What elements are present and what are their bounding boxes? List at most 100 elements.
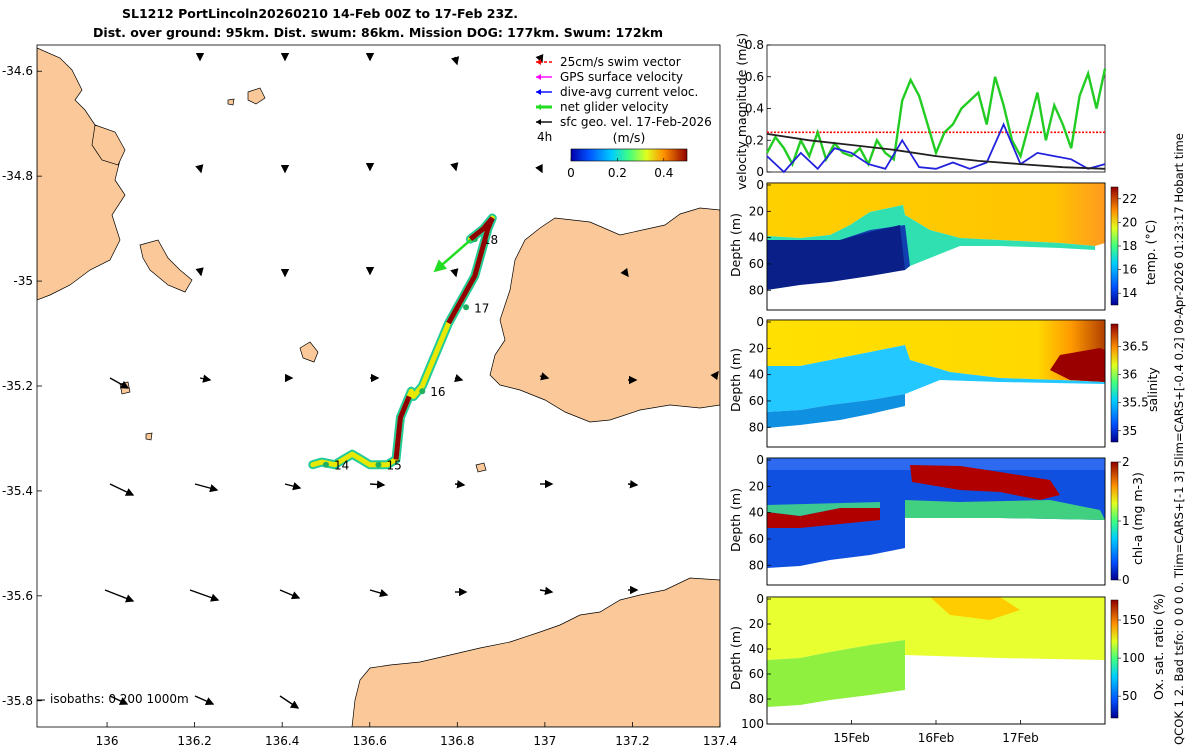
island-c [299, 341, 319, 363]
chl-ticks: 0 20 40 60 80 0 1 2 [749, 453, 1130, 587]
temperature-ticks: 0 20 40 60 80 14 16 18 20 22 [749, 178, 1138, 300]
velocity-series-line [765, 68, 1107, 168]
island-b [247, 87, 266, 105]
chl-frame [766, 457, 1106, 586]
legend-arrowhead [536, 89, 541, 95]
depth-tick-label: 60 [749, 394, 764, 408]
salinity-ylabel: Depth (m) [728, 348, 743, 412]
isobath-label: isobaths: 0 200 1000m [50, 692, 189, 706]
legend-label: 25cm/s swim vector [560, 55, 681, 69]
velocity-ylabel: velocity magnitude (m/s) [734, 33, 749, 190]
salinity-colorbar [1110, 323, 1119, 443]
velocity-y-tick-label: 0.8 [745, 38, 764, 52]
oxygen-x-ticks: 15Feb 16Feb 17Feb [833, 720, 1039, 745]
chl-green-layer [905, 500, 1105, 520]
day-marker-dot [322, 461, 329, 468]
depth-tick-label: 0 [756, 453, 764, 467]
salinity-ticks: 0 20 40 60 80 35 35.5 36 36.5 [749, 315, 1149, 438]
chl-max-left [767, 508, 880, 528]
map-x-ticks: 136 136.2 136.4 136.6 136.8 137 137.2 137.4 [96, 722, 737, 748]
chl-max-right [910, 465, 1060, 500]
velocity-y-tick-label: 0.6 [745, 70, 764, 84]
depth-tick-label: 40 [749, 642, 764, 656]
cbar-tick-label: 100 [1122, 651, 1145, 665]
chl-panel: 0 20 40 60 80 0 1 2 Depth (m) chl-a (mg m-3) [728, 453, 1145, 587]
map-y-tick-label: -34.6 [2, 64, 33, 78]
oxygen-max [930, 597, 1020, 620]
temperature-deep [767, 225, 905, 290]
map-y-tick-label: -35.8 [2, 694, 33, 708]
depth-tick-label: 20 [749, 479, 764, 493]
oxygen-panel: 0 20 40 60 80 100 50 100 150 15Feb 16Feb 17Feb Dep… [728, 592, 1166, 745]
map-x-tick-label: 137.2 [615, 734, 649, 748]
oxygen-colorbar [1110, 599, 1119, 719]
velocity-y-tick-label: 0.2 [745, 133, 764, 147]
kangaroo-island-land [351, 577, 720, 727]
velocity-y-tick-label: 0.4 [745, 102, 764, 116]
oxygen-cbar-label: Ox. sat. ratio (%) [1151, 593, 1166, 700]
legend-arrowhead [536, 104, 541, 110]
depth-tick-label: 80 [749, 558, 764, 572]
salinity-panel: 0 20 40 60 80 35 35.5 36 36.5 Depth (m) salinity [728, 315, 1160, 448]
cbar-tick-label: 36 [1122, 368, 1137, 382]
title-line-1: SL1212 PortLincoln20260210 14-Feb 00Z to… [122, 6, 518, 21]
map-x-tick-label: 136.4 [265, 734, 299, 748]
depth-tick-label: 80 [749, 692, 764, 706]
map-x-tick-label: 137.4 [703, 734, 737, 748]
cbar-tick-label: 20 [1122, 215, 1137, 229]
depth-tick-label: 80 [749, 420, 764, 434]
title-line-2: Dist. over ground: 95km. Dist. swum: 86k… [93, 25, 663, 40]
time-tick-label: 17Feb [1002, 731, 1039, 745]
velocity-series-line [766, 122, 1106, 174]
temperature-colorbar [1110, 186, 1119, 306]
day-marker-label: 14 [334, 459, 349, 473]
cbar-tick-label: 2 [1122, 455, 1130, 469]
cbar-tick-label: 35 [1122, 424, 1137, 438]
salinity-upper [767, 320, 1105, 382]
oxygen-upper [767, 597, 1105, 660]
velocity-panel: 0 0.2 0.4 0.6 0.8 velocity magnitude (m/s) [734, 33, 1107, 190]
map-x-tick-label: 136.2 [177, 734, 211, 748]
salinity-deep [767, 394, 905, 428]
time-tick-label: 16Feb [918, 731, 955, 745]
colorbar-unit: (m/s) [613, 130, 646, 145]
temperature-ylabel: Depth (m) [728, 213, 743, 277]
depth-tick-label: 60 [749, 667, 764, 681]
island-f [227, 98, 235, 106]
colorbar-tick-label: 0.2 [608, 166, 627, 180]
eyre-peninsula-land [37, 47, 126, 301]
velocity-series [765, 68, 1107, 174]
cbar-tick-label: 18 [1122, 239, 1137, 253]
day-marker-dot [375, 461, 382, 468]
oxygen-ylabel: Depth (m) [728, 626, 743, 690]
temperature-upper [767, 183, 1105, 246]
colorbar-tick-label: 0 [567, 166, 575, 180]
legend-label: sfc geo. vel. 17-Feb-2026 [560, 115, 712, 129]
day-marker-label: 15 [387, 459, 402, 473]
island-g [145, 432, 153, 441]
day-marker-dot [419, 388, 426, 395]
map-y-tick-label: -34.8 [2, 169, 33, 183]
cbar-tick-label: 16 [1122, 263, 1137, 277]
depth-tick-label: 20 [749, 617, 764, 631]
legend-arrowhead [536, 119, 541, 125]
depth-tick-label: 100 [741, 717, 764, 731]
day-marker-dot [463, 304, 470, 311]
legend-label: net glider velocity [560, 100, 668, 114]
interval-label: 4h [537, 130, 552, 144]
map-y-tick-label: -35 [13, 274, 33, 288]
cbar-tick-label: 22 [1122, 192, 1137, 206]
velocity-y-tick-label: 0 [756, 165, 764, 179]
depth-tick-label: 60 [749, 257, 764, 271]
geostrophic-arrows [104, 53, 719, 709]
map-y-tick-label: -35.4 [2, 484, 33, 498]
depth-tick-label: 20 [749, 341, 764, 355]
yorke-peninsula-land [489, 207, 720, 423]
salinity-max [1050, 348, 1105, 382]
oxygen-lower [767, 640, 905, 707]
salinity-cbar-label: salinity [1145, 367, 1160, 412]
